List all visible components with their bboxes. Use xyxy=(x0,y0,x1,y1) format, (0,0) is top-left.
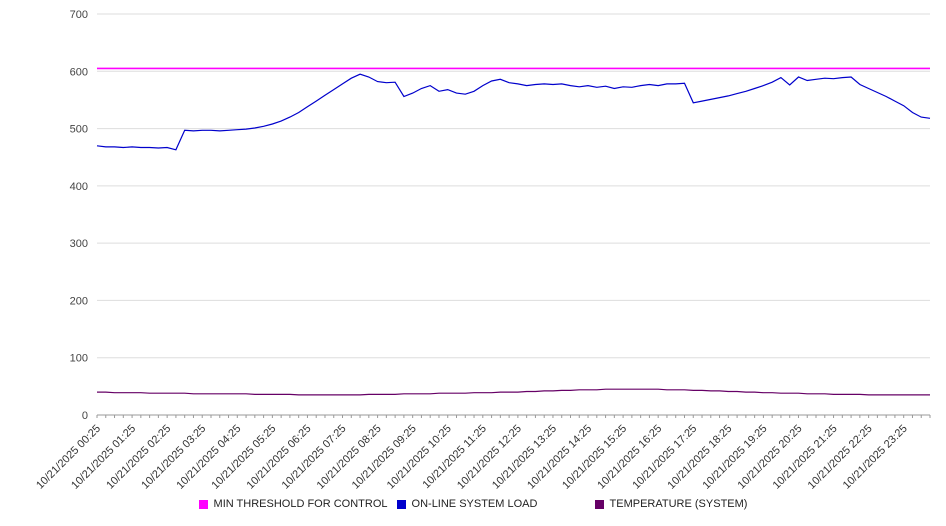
legend-label: ON-LINE SYSTEM LOAD xyxy=(411,498,538,510)
svg-text:10/21/2025 04:25: 10/21/2025 04:25 xyxy=(174,423,243,492)
svg-text:10/21/2025 14:25: 10/21/2025 14:25 xyxy=(525,423,594,492)
chart-legend: MIN THRESHOLD FOR CONTROL ON-LINE SYSTEM… xyxy=(0,498,946,510)
legend-swatch xyxy=(198,499,208,509)
svg-text:10/21/2025 18:25: 10/21/2025 18:25 xyxy=(665,423,734,492)
svg-text:10/21/2025 22:25: 10/21/2025 22:25 xyxy=(806,423,875,492)
legend-item-temperature-system[interactable]: TEMPERATURE (SYSTEM) xyxy=(594,498,748,510)
svg-text:500: 500 xyxy=(70,124,88,136)
svg-text:100: 100 xyxy=(70,353,88,365)
svg-text:10/21/2025 19:25: 10/21/2025 19:25 xyxy=(700,423,769,492)
svg-text:10/21/2025 00:25: 10/21/2025 00:25 xyxy=(34,423,103,492)
svg-text:10/21/2025 20:25: 10/21/2025 20:25 xyxy=(736,423,805,492)
svg-text:10/21/2025 10:25: 10/21/2025 10:25 xyxy=(385,423,454,492)
svg-text:700: 700 xyxy=(70,9,88,21)
svg-text:10/21/2025 01:25: 10/21/2025 01:25 xyxy=(69,423,138,492)
legend-item-min-threshold[interactable]: MIN THRESHOLD FOR CONTROL xyxy=(198,498,397,510)
svg-text:10/21/2025 07:25: 10/21/2025 07:25 xyxy=(280,423,349,492)
legend-label: MIN THRESHOLD FOR CONTROL xyxy=(213,498,388,510)
svg-text:10/21/2025 11:25: 10/21/2025 11:25 xyxy=(420,423,488,491)
legend-item-online-system-load[interactable]: ON-LINE SYSTEM LOAD xyxy=(396,498,595,510)
svg-text:10/21/2025 08:25: 10/21/2025 08:25 xyxy=(315,423,384,492)
legend-label: TEMPERATURE (SYSTEM) xyxy=(609,498,748,510)
svg-text:0: 0 xyxy=(82,410,88,422)
svg-text:10/21/2025 17:25: 10/21/2025 17:25 xyxy=(630,423,699,492)
svg-text:10/21/2025 05:25: 10/21/2025 05:25 xyxy=(209,423,278,492)
svg-text:200: 200 xyxy=(70,295,88,307)
svg-text:600: 600 xyxy=(70,66,88,78)
svg-text:10/21/2025 12:25: 10/21/2025 12:25 xyxy=(455,423,524,492)
svg-text:10/21/2025 13:25: 10/21/2025 13:25 xyxy=(490,423,559,492)
svg-text:10/21/2025 21:25: 10/21/2025 21:25 xyxy=(771,423,840,492)
legend-swatch xyxy=(594,499,604,509)
svg-text:300: 300 xyxy=(70,238,88,250)
svg-text:10/21/2025 02:25: 10/21/2025 02:25 xyxy=(104,423,173,492)
svg-text:400: 400 xyxy=(70,181,88,193)
svg-text:10/21/2025 06:25: 10/21/2025 06:25 xyxy=(245,423,314,492)
svg-text:10/21/2025 15:25: 10/21/2025 15:25 xyxy=(560,423,629,492)
svg-text:10/21/2025 03:25: 10/21/2025 03:25 xyxy=(139,423,208,492)
svg-text:10/21/2025 23:25: 10/21/2025 23:25 xyxy=(841,423,910,492)
legend-swatch xyxy=(396,499,406,509)
svg-text:10/21/2025 16:25: 10/21/2025 16:25 xyxy=(595,423,664,492)
svg-text:10/21/2025 09:25: 10/21/2025 09:25 xyxy=(350,423,419,492)
